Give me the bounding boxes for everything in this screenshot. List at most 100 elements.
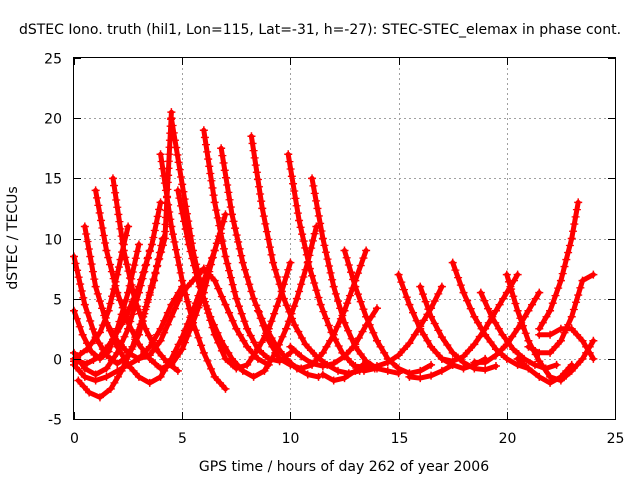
data-marker [164, 200, 173, 209]
data-marker [551, 342, 560, 351]
data-marker [107, 356, 116, 365]
y-tick-label: 25 [44, 52, 62, 68]
data-point [113, 288, 122, 297]
data-marker [308, 271, 317, 280]
data-marker [158, 164, 167, 173]
axis-ticks: 0 5 10 15 20 25 -5 0 5 10 15 20 25 [44, 52, 624, 448]
data-point [459, 288, 468, 297]
data-point [437, 333, 446, 342]
data-point [546, 306, 555, 315]
data-point [221, 252, 230, 261]
data-marker [151, 269, 160, 278]
data-marker [343, 299, 352, 308]
data-marker [443, 340, 452, 349]
data-marker [235, 302, 244, 311]
data-point [292, 294, 301, 303]
data-marker [165, 208, 174, 217]
data-marker [430, 297, 439, 306]
data-point [535, 372, 544, 381]
data-marker [223, 181, 232, 190]
data-point [470, 340, 479, 349]
data-marker [359, 254, 368, 263]
data-point [329, 330, 338, 339]
data-marker [175, 261, 184, 270]
data-point [167, 222, 176, 231]
data-point [318, 234, 327, 243]
data-marker [226, 203, 235, 212]
x-tick-label: 25 [607, 431, 625, 447]
data-marker [175, 194, 184, 203]
data-marker [521, 329, 530, 338]
data-marker [354, 333, 363, 342]
data-marker [139, 268, 148, 277]
data-point [437, 354, 446, 363]
data-marker [285, 157, 294, 166]
series-20 [286, 304, 381, 371]
data-point [351, 340, 360, 349]
data-marker [430, 319, 439, 328]
data-marker [133, 247, 142, 256]
data-point [134, 282, 143, 291]
data-point [546, 348, 555, 357]
data-point [141, 324, 150, 333]
data-point [546, 378, 555, 387]
data-marker [114, 263, 123, 272]
data-point [113, 359, 122, 368]
data-marker [419, 316, 428, 325]
data-marker [98, 223, 107, 232]
data-marker [180, 338, 189, 347]
data-marker [267, 317, 276, 326]
data-marker [491, 318, 500, 327]
data-point [184, 240, 193, 249]
data-marker [434, 326, 443, 335]
data-point [102, 318, 111, 327]
data-point [134, 372, 143, 381]
data-marker [292, 201, 301, 210]
data-marker [121, 311, 130, 320]
x-tick-label: 10 [282, 431, 300, 447]
data-marker [251, 161, 260, 170]
data-marker [180, 217, 189, 226]
data-marker [207, 260, 216, 269]
data-marker [293, 209, 302, 218]
y-tick-label: 20 [44, 112, 62, 128]
data-marker [247, 287, 256, 296]
data-point [134, 240, 143, 249]
data-point [589, 336, 598, 345]
series-34 [535, 198, 583, 333]
data-marker [456, 281, 465, 290]
data-marker [571, 212, 580, 221]
data-point [567, 324, 576, 333]
data-marker [376, 342, 385, 351]
data-marker [331, 289, 340, 298]
data-point [167, 114, 176, 123]
data-point [509, 345, 518, 354]
data-marker [147, 283, 156, 292]
data-marker [194, 270, 203, 279]
data-marker [345, 291, 354, 300]
data-point [87, 347, 96, 356]
data-marker [197, 341, 206, 350]
data-marker [325, 262, 334, 271]
data-point [102, 372, 111, 381]
data-marker [538, 318, 547, 327]
data-point [481, 324, 490, 333]
data-marker [217, 292, 226, 301]
data-marker [531, 294, 540, 303]
data-marker [219, 244, 228, 253]
data-marker [268, 342, 277, 351]
data-point [405, 372, 414, 381]
data-marker [504, 277, 513, 286]
data-point [269, 258, 278, 267]
data-point [427, 342, 436, 351]
data-marker [100, 346, 109, 355]
data-marker [560, 262, 569, 271]
data-marker [228, 316, 237, 325]
data-marker [175, 165, 184, 174]
data-point [297, 364, 306, 373]
data-point [340, 246, 349, 255]
data-point [217, 144, 226, 153]
data-marker [190, 261, 199, 270]
data-point [556, 276, 565, 285]
